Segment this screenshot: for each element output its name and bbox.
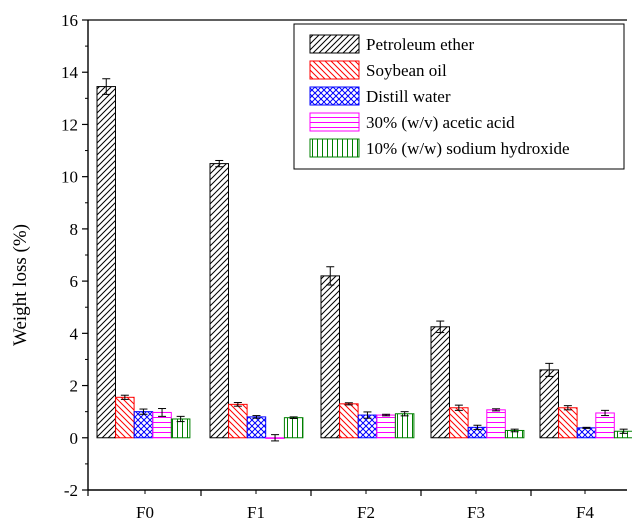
error-bar — [563, 405, 572, 411]
error-bar — [601, 409, 610, 417]
error-bar — [382, 413, 391, 417]
bar-F4-series-4 — [595, 412, 615, 439]
error-bar — [252, 415, 261, 419]
y-tick-label: -2 — [64, 481, 78, 500]
bar-F4-series-3 — [576, 427, 597, 439]
error-bar — [492, 408, 501, 412]
axes: -2 0 2 4 6 8 10 12 14 16 F0 F1 F2 F3 F4 — [61, 11, 627, 522]
error-bar — [344, 402, 353, 406]
bar-F2-series-4 — [376, 414, 396, 439]
x-tick-label-F0: F0 — [136, 503, 154, 522]
bar-F3-series-1 — [430, 326, 450, 439]
bar-F0-series-3 — [133, 411, 154, 439]
bar-F0-series-2 — [115, 396, 135, 439]
bar-F4-series-1 — [539, 369, 559, 439]
y-axis-title: Weight loss (%) — [10, 224, 31, 346]
error-bar — [158, 408, 167, 417]
legend-swatch — [309, 138, 360, 158]
legend: Petroleum ether Soybean oil Distill water 3… — [293, 23, 625, 170]
error-bar — [215, 159, 224, 168]
bar-F3-series-2 — [449, 407, 469, 439]
y-tick-label: 6 — [70, 272, 79, 291]
y-tick-label: 2 — [70, 377, 79, 396]
y-tick-label: 16 — [61, 11, 78, 30]
legend-swatch — [309, 112, 360, 132]
y-tick-label: 10 — [61, 168, 78, 187]
error-bar — [176, 415, 185, 423]
legend-label: Petroleum ether — [366, 35, 474, 54]
x-tick-label-F4: F4 — [576, 503, 594, 522]
error-bar — [454, 404, 463, 411]
error-bar — [619, 428, 628, 434]
error-bar — [510, 428, 519, 433]
bar-F2-series-1 — [320, 275, 340, 439]
error-bar — [473, 424, 482, 430]
legend-label: 10% (w/w) sodium hydroxide — [366, 139, 570, 158]
bar-F1-series-3 — [246, 416, 267, 439]
error-bar — [139, 408, 148, 415]
x-tick-label-F2: F2 — [357, 503, 375, 522]
error-bar — [545, 362, 554, 377]
error-bar — [233, 402, 242, 407]
y-tick-label: 14 — [61, 63, 79, 82]
error-bar — [582, 426, 591, 429]
x-tick-label-F1: F1 — [247, 503, 265, 522]
error-bar — [120, 394, 129, 400]
bar-F2-series-5 — [394, 413, 415, 439]
y-tick-label: 8 — [70, 220, 79, 239]
error-bar — [400, 411, 409, 417]
x-tick-label-F3: F3 — [467, 503, 485, 522]
bar-F0-series-1 — [96, 86, 116, 439]
error-bar — [326, 266, 335, 286]
error-bar — [289, 416, 298, 419]
legend-swatch — [309, 34, 360, 54]
bar-F2-series-2 — [339, 403, 359, 439]
legend-label: 30% (w/v) acetic acid — [366, 113, 515, 132]
bar-F1-series-5 — [283, 417, 304, 439]
plot-area — [96, 78, 632, 442]
bar-F3-series-4 — [486, 409, 506, 439]
legend-label: Distill water — [366, 87, 451, 106]
legend-label: Soybean oil — [366, 61, 447, 80]
y-tick-label: 12 — [61, 115, 78, 134]
bar-F1-series-2 — [228, 403, 248, 439]
error-bar — [363, 411, 372, 419]
legend-swatch — [309, 86, 360, 106]
y-tick-label: 4 — [70, 324, 79, 343]
error-bar — [102, 78, 111, 95]
error-bar — [271, 434, 280, 442]
y-tick-label: 0 — [70, 429, 79, 448]
legend-swatch — [309, 60, 360, 80]
error-bar — [436, 320, 445, 334]
bar-F4-series-2 — [558, 407, 578, 439]
bar-F1-series-1 — [209, 163, 229, 439]
